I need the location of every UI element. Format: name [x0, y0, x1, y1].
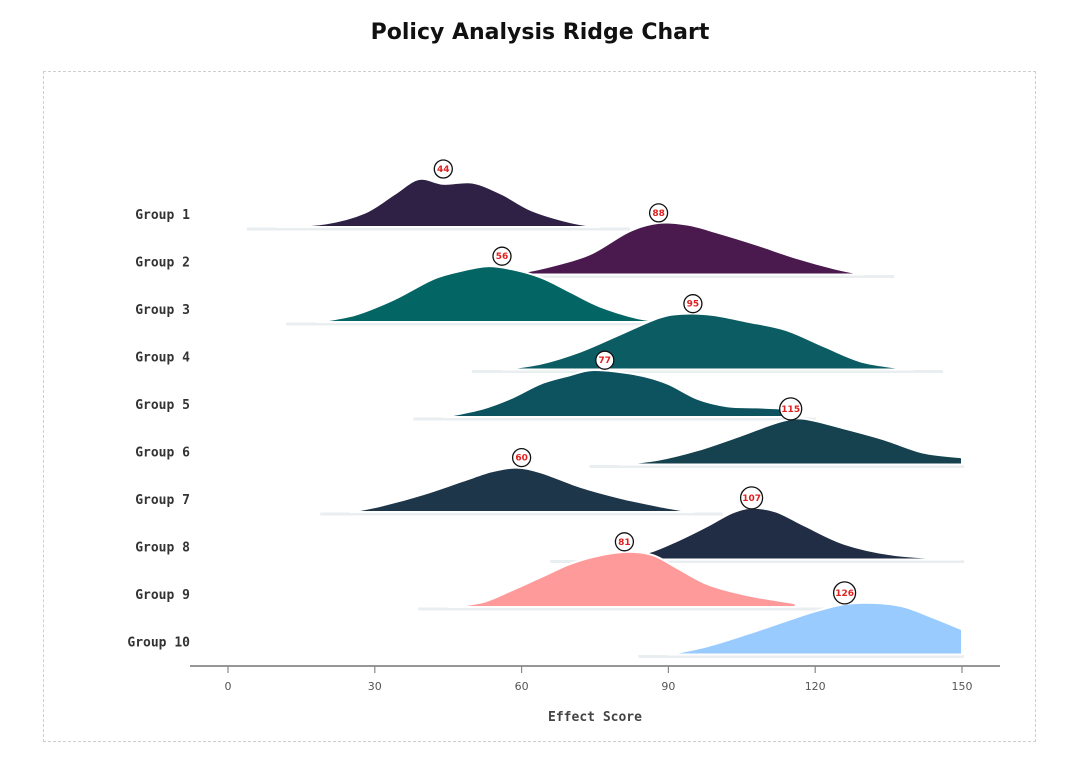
group-3-ridge: 56 — [286, 246, 699, 326]
group-5-ridge: 77 — [413, 350, 816, 421]
group-2-density-area — [510, 221, 866, 276]
group-9-density-area — [447, 550, 797, 608]
x-tick-label-150: 150 — [952, 680, 973, 693]
group-7-label: Group 7 — [135, 493, 190, 508]
group-3-peak-marker — [492, 246, 512, 266]
group-7-peak-label: 60 — [515, 454, 528, 464]
x-axis-ticks: 0 30 60 90 120 150 — [225, 666, 973, 693]
group-6-ridge: 115 — [589, 397, 964, 468]
group-8-density-area — [579, 506, 963, 561]
chart-title: Policy Analysis Ridge Chart — [370, 20, 710, 45]
group-1-peak-marker — [433, 159, 453, 179]
group-10-density-area — [667, 601, 963, 656]
group-7-peak-marker — [511, 447, 532, 468]
group-1-peak-label: 44 — [437, 165, 450, 175]
group-9-label: Group 9 — [135, 588, 190, 603]
group-5-peak-label: 77 — [599, 356, 612, 366]
x-tick-label-90: 90 — [661, 680, 675, 693]
group-3-label: Group 3 — [135, 303, 190, 318]
group-10-ridge: 126 — [638, 581, 964, 658]
x-tick-label-30: 30 — [368, 680, 382, 693]
group-8-peak-label: 107 — [742, 494, 761, 504]
group-4-label: Group 4 — [135, 351, 190, 366]
group-6-peak-marker — [779, 397, 803, 421]
group-2-ridge: 88 — [481, 203, 895, 278]
group-7-density-area — [349, 466, 694, 513]
group-6-density-area — [618, 417, 963, 466]
group-3-peak-label: 56 — [496, 252, 509, 262]
chart-frame — [43, 71, 1036, 742]
group-1-label: Group 1 — [135, 208, 190, 223]
group-6-peak-label: 115 — [781, 405, 800, 415]
group-10-label: Group 10 — [127, 636, 190, 651]
group-2-label: Group 2 — [135, 256, 190, 271]
group-1-density-area — [275, 177, 601, 228]
group-4-peak-marker — [683, 294, 703, 314]
group-9-ridge: 81 — [418, 532, 826, 611]
group-9-peak-marker — [614, 532, 635, 552]
ridges-layer: 44 88 56 95 77 115 60 107 81 126 — [246, 159, 964, 658]
x-tick-label-120: 120 — [805, 680, 826, 693]
group-4-peak-label: 95 — [687, 300, 700, 310]
group-5-density-area — [442, 368, 787, 418]
group-5-peak-marker — [595, 350, 615, 370]
group-5-label: Group 5 — [135, 398, 190, 413]
group-9-peak-label: 81 — [618, 538, 631, 548]
group-labels: Group 1 Group 2 Group 3 Group 4 Group 5 Group… — [127, 208, 190, 651]
group-3-density-area — [315, 265, 670, 323]
x-tick-label-60: 60 — [515, 680, 529, 693]
x-axis-title: Effect Score — [548, 710, 642, 725]
group-8-peak-marker — [739, 486, 764, 510]
group-10-peak-label: 126 — [835, 589, 854, 599]
group-2-peak-marker — [648, 203, 669, 223]
group-10-peak-marker — [832, 581, 857, 605]
group-2-peak-label: 88 — [652, 209, 665, 219]
group-6-label: Group 6 — [135, 446, 190, 461]
x-tick-label-0: 0 — [225, 680, 232, 693]
group-8-label: Group 8 — [135, 541, 190, 556]
group-1-ridge: 44 — [246, 159, 630, 231]
group-7-ridge: 60 — [320, 447, 723, 516]
